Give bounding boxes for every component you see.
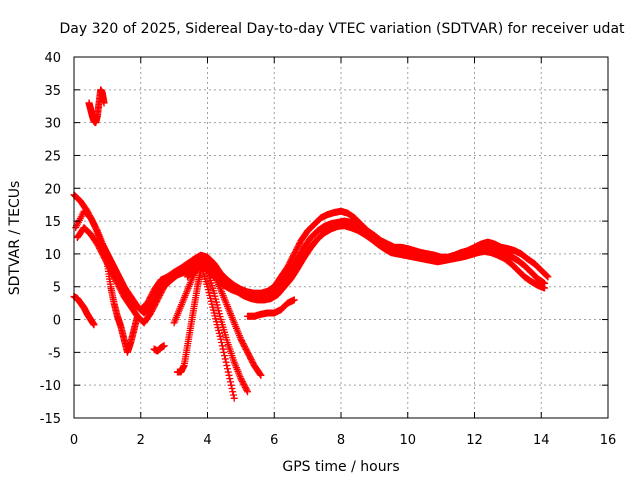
y-tick-label: 25 — [44, 149, 61, 164]
x-tick-label: 14 — [533, 433, 550, 448]
series-track-2 — [72, 207, 549, 317]
y-axis-label: SDTVAR / TECUs — [7, 181, 23, 296]
data-point — [225, 371, 233, 379]
y-tick-label: 10 — [44, 248, 61, 263]
series-track-7 — [150, 342, 168, 355]
data-point — [290, 296, 298, 304]
data-point — [544, 273, 552, 281]
chart-title: Day 320 of 2025, Sidereal Day-to-day VTE… — [59, 21, 625, 37]
series-track-11 — [197, 253, 265, 379]
data-point — [229, 388, 237, 396]
data-point — [226, 378, 234, 386]
data-point — [90, 321, 98, 329]
x-tick-label: 4 — [203, 433, 211, 448]
y-tick-label: -5 — [48, 346, 61, 361]
data-point — [256, 370, 264, 378]
data-point — [244, 388, 252, 396]
data-point — [224, 365, 232, 373]
data-point — [221, 355, 229, 363]
y-tick-label: 40 — [44, 51, 61, 66]
series-track-5 — [85, 86, 108, 127]
data-point — [218, 339, 226, 347]
series-track-12 — [244, 296, 298, 320]
data-point — [230, 394, 238, 402]
data-point — [228, 384, 236, 392]
data-point — [100, 99, 108, 107]
x-tick-label: 12 — [466, 433, 483, 448]
x-tick-label: 2 — [137, 433, 145, 448]
data-point — [541, 284, 549, 292]
data-point — [160, 342, 168, 350]
y-tick-label: -15 — [40, 412, 61, 427]
data-layer — [70, 86, 552, 402]
data-point — [224, 368, 232, 376]
tick-layer: 0 2 4 6 8 10 12 14 16 -15 -10 -5 0 5 10 15 20 25 30 35 40 — [40, 51, 617, 448]
data-point — [93, 225, 101, 233]
x-tick-label: 10 — [399, 433, 416, 448]
x-tick-label: 0 — [70, 433, 78, 448]
x-tick-label: 16 — [600, 433, 617, 448]
data-point — [220, 348, 228, 356]
data-point — [229, 391, 237, 399]
data-point — [226, 375, 234, 383]
x-tick-label: 6 — [270, 433, 278, 448]
series-track-3 — [73, 222, 549, 327]
x-axis-label: GPS time / hours — [282, 459, 399, 475]
x-tick-label: 8 — [337, 433, 345, 448]
data-point — [209, 268, 217, 276]
data-point — [543, 272, 551, 280]
series-track-9 — [170, 260, 238, 402]
data-point — [227, 381, 235, 389]
data-point — [243, 386, 251, 394]
data-point — [218, 342, 226, 350]
y-tick-label: 20 — [44, 182, 61, 197]
series-track-4 — [70, 293, 98, 329]
data-point — [542, 271, 550, 279]
y-tick-label: 0 — [53, 314, 61, 329]
y-tick-label: 15 — [44, 215, 61, 230]
data-point — [221, 352, 229, 360]
data-point — [133, 312, 141, 320]
y-tick-label: 35 — [44, 84, 61, 99]
y-tick-label: 5 — [53, 281, 61, 296]
data-point — [217, 335, 225, 343]
data-point — [223, 361, 231, 369]
data-point — [222, 358, 230, 366]
y-tick-label: -10 — [40, 379, 61, 394]
data-point — [257, 371, 265, 379]
y-tick-label: 30 — [44, 117, 61, 132]
grid-layer — [74, 57, 608, 418]
series-track-6 — [103, 260, 141, 356]
data-point — [219, 345, 227, 353]
